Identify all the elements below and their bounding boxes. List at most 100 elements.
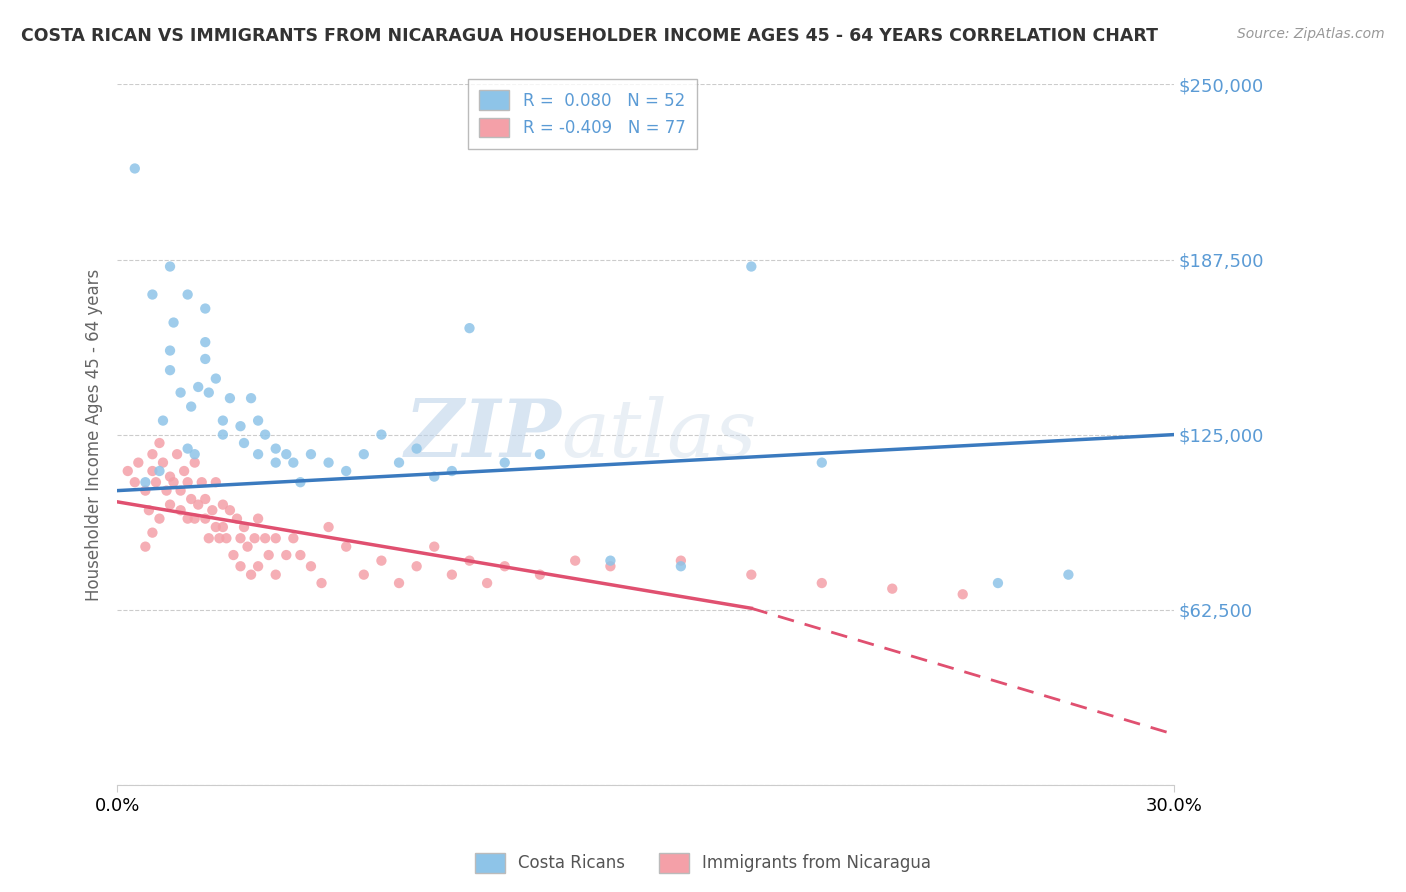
Point — [240, 567, 263, 582]
Point — [370, 427, 392, 442]
Point — [423, 540, 446, 554]
Point — [669, 554, 692, 568]
Point — [494, 559, 516, 574]
Point — [159, 469, 181, 483]
Point — [219, 503, 242, 517]
Point — [299, 447, 322, 461]
Point — [159, 343, 181, 358]
Point — [212, 427, 235, 442]
Point — [335, 540, 357, 554]
Point — [187, 380, 209, 394]
Point — [370, 554, 392, 568]
Point — [229, 531, 252, 545]
Point — [169, 503, 191, 517]
Point — [141, 287, 163, 301]
Text: atlas: atlas — [561, 396, 756, 474]
Point — [187, 498, 209, 512]
Point — [134, 483, 156, 498]
Point — [233, 436, 256, 450]
Point — [194, 335, 217, 350]
Point — [124, 475, 146, 490]
Point — [183, 447, 205, 461]
Point — [264, 442, 287, 456]
Point — [173, 464, 195, 478]
Point — [148, 436, 170, 450]
Point — [529, 567, 551, 582]
Point — [264, 456, 287, 470]
Point — [176, 475, 198, 490]
Point — [155, 483, 177, 498]
Text: Source: ZipAtlas.com: Source: ZipAtlas.com — [1237, 27, 1385, 41]
Point — [134, 475, 156, 490]
Point — [257, 548, 280, 562]
Point — [208, 531, 231, 545]
Point — [1057, 567, 1080, 582]
Point — [134, 540, 156, 554]
Point — [810, 456, 832, 470]
Point — [247, 559, 270, 574]
Point — [290, 475, 312, 490]
Point — [423, 469, 446, 483]
Point — [124, 161, 146, 176]
Point — [176, 511, 198, 525]
Point — [388, 576, 411, 591]
Point — [226, 511, 249, 525]
Point — [247, 511, 270, 525]
Point — [194, 491, 217, 506]
Text: ZIP: ZIP — [404, 396, 561, 474]
Point — [180, 400, 202, 414]
Y-axis label: Householder Income Ages 45 - 64 years: Householder Income Ages 45 - 64 years — [86, 268, 103, 600]
Point — [141, 447, 163, 461]
Point — [127, 456, 149, 470]
Point — [212, 498, 235, 512]
Point — [159, 260, 181, 274]
Point — [215, 531, 238, 545]
Point — [176, 287, 198, 301]
Point — [159, 498, 181, 512]
Point — [740, 567, 762, 582]
Point — [183, 511, 205, 525]
Legend: R =  0.080   N = 52, R = -0.409   N = 77: R = 0.080 N = 52, R = -0.409 N = 77 — [468, 78, 697, 149]
Text: COSTA RICAN VS IMMIGRANTS FROM NICARAGUA HOUSEHOLDER INCOME AGES 45 - 64 YEARS C: COSTA RICAN VS IMMIGRANTS FROM NICARAGUA… — [21, 27, 1159, 45]
Point — [353, 567, 375, 582]
Point — [117, 464, 139, 478]
Point — [169, 483, 191, 498]
Point — [564, 554, 586, 568]
Point — [740, 260, 762, 274]
Point — [145, 475, 167, 490]
Point — [952, 587, 974, 601]
Point — [529, 447, 551, 461]
Point — [141, 464, 163, 478]
Point — [810, 576, 832, 591]
Point — [159, 363, 181, 377]
Point — [987, 576, 1010, 591]
Point — [162, 475, 184, 490]
Point — [311, 576, 333, 591]
Point — [494, 456, 516, 470]
Point — [183, 456, 205, 470]
Point — [405, 442, 427, 456]
Point — [148, 464, 170, 478]
Point — [212, 414, 235, 428]
Point — [283, 531, 305, 545]
Point — [194, 301, 217, 316]
Point — [229, 419, 252, 434]
Point — [222, 548, 245, 562]
Point — [318, 456, 340, 470]
Point — [388, 456, 411, 470]
Point — [318, 520, 340, 534]
Point — [180, 491, 202, 506]
Point — [169, 385, 191, 400]
Point — [233, 520, 256, 534]
Point — [166, 447, 188, 461]
Point — [458, 321, 481, 335]
Point — [290, 548, 312, 562]
Point — [162, 316, 184, 330]
Point — [276, 447, 298, 461]
Point — [197, 531, 219, 545]
Point — [152, 414, 174, 428]
Point — [219, 391, 242, 405]
Point — [335, 464, 357, 478]
Point — [440, 567, 463, 582]
Point — [138, 503, 160, 517]
